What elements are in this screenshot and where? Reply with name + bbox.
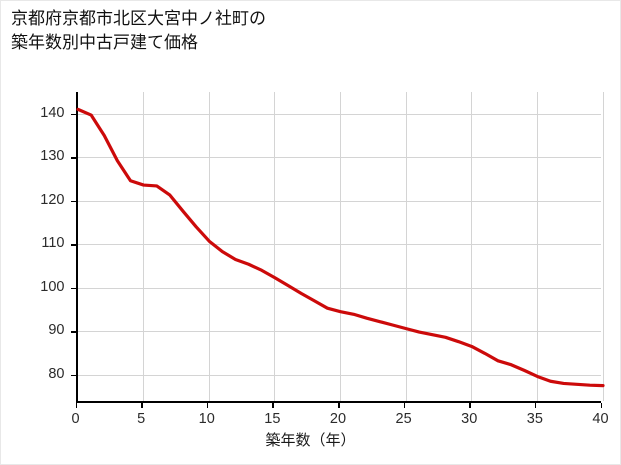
gridline-horizontal bbox=[77, 157, 601, 159]
gridline-horizontal bbox=[77, 113, 601, 115]
y-tick-label: 140 bbox=[40, 104, 65, 121]
gridline-vertical bbox=[536, 92, 538, 401]
x-tick-label: 35 bbox=[526, 411, 543, 427]
x-tick-label: 10 bbox=[198, 411, 215, 427]
series-polyline bbox=[75, 107, 605, 388]
gridline-vertical bbox=[471, 92, 473, 401]
x-tick-mark bbox=[272, 403, 274, 408]
gridline-horizontal bbox=[77, 331, 601, 333]
y-tick-mark bbox=[70, 331, 76, 333]
gridline-vertical bbox=[340, 92, 341, 401]
y-tick-mark bbox=[70, 200, 76, 203]
y-tick-label: 80 bbox=[48, 365, 65, 382]
x-tick-mark bbox=[403, 403, 406, 408]
x-tick-label: 30 bbox=[461, 411, 478, 427]
x-tick-label: 25 bbox=[395, 411, 412, 427]
gridline-horizontal bbox=[77, 200, 601, 202]
series-line-chart bbox=[75, 107, 605, 388]
gridline-horizontal bbox=[77, 287, 601, 289]
x-tick-label: 15 bbox=[264, 411, 281, 427]
x-tick-mark bbox=[534, 403, 537, 408]
y-tick-label: 90 bbox=[48, 322, 65, 339]
y-tick-label: 130 bbox=[40, 148, 65, 165]
gridline-vertical bbox=[602, 92, 604, 401]
gridline-vertical bbox=[208, 92, 210, 401]
x-tick-mark bbox=[338, 403, 340, 408]
y-tick-label: 120 bbox=[40, 191, 65, 208]
x-tick-label: 20 bbox=[329, 411, 347, 427]
plot-area bbox=[75, 92, 605, 403]
y-tick-label: 110 bbox=[41, 235, 65, 252]
x-tick-label: 5 bbox=[137, 411, 146, 427]
gridline-horizontal bbox=[77, 374, 601, 376]
gridline-vertical bbox=[405, 92, 407, 401]
x-tick-label: 40 bbox=[592, 411, 609, 427]
chart-title: 京都府京都市北区大宮中ノ社町の 築年数別中古戸建て価格 bbox=[11, 9, 266, 53]
y-tick-mark bbox=[70, 374, 76, 377]
x-tick-mark bbox=[141, 403, 143, 408]
y-tick-mark bbox=[70, 113, 76, 116]
gridline-vertical bbox=[274, 92, 276, 401]
y-axis-label-wrap: 坪（3.3㎡）単価（万円） bbox=[7, 96, 99, 406]
y-tick-mark bbox=[70, 287, 76, 290]
gridline-horizontal bbox=[77, 244, 601, 246]
y-tick-label: 100 bbox=[40, 278, 65, 295]
x-axis-label: 築年数（年） bbox=[265, 432, 356, 449]
y-tick-mark bbox=[70, 157, 76, 159]
gridline-vertical bbox=[143, 92, 145, 401]
y-tick-mark bbox=[70, 244, 76, 246]
x-tick-mark bbox=[469, 403, 471, 408]
x-tick-mark bbox=[600, 403, 603, 408]
x-tick-mark bbox=[206, 403, 209, 408]
x-tick-label: 0 bbox=[71, 411, 80, 427]
x-tick-mark bbox=[75, 403, 78, 408]
